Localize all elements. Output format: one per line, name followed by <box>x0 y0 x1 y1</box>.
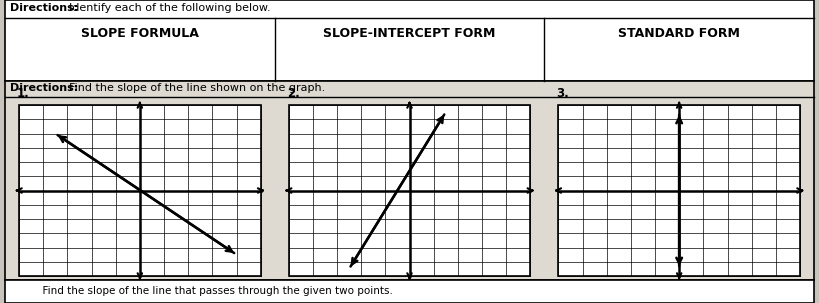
Text: STANDARD FORM: STANDARD FORM <box>618 27 740 40</box>
Bar <box>5 81 814 280</box>
Bar <box>19 105 260 276</box>
Bar <box>288 105 531 276</box>
Text: 3.: 3. <box>556 87 569 100</box>
Bar <box>5 0 814 81</box>
Text: 2.: 2. <box>287 87 300 100</box>
Text: SLOPE FORMULA: SLOPE FORMULA <box>81 27 199 40</box>
Text: Identify each of the following below.: Identify each of the following below. <box>62 3 270 13</box>
Text: SLOPE-INTERCEPT FORM: SLOPE-INTERCEPT FORM <box>324 27 495 40</box>
Text: Directions:: Directions: <box>10 3 79 13</box>
Bar <box>559 105 800 276</box>
Text: Directions:: Directions: <box>10 83 79 93</box>
Text: 1.: 1. <box>17 87 29 100</box>
Text: Find the slope of the line that passes through the given two points.: Find the slope of the line that passes t… <box>10 285 393 295</box>
Text: Find the slope of the line shown on the graph.: Find the slope of the line shown on the … <box>62 83 325 93</box>
Bar <box>5 280 814 303</box>
